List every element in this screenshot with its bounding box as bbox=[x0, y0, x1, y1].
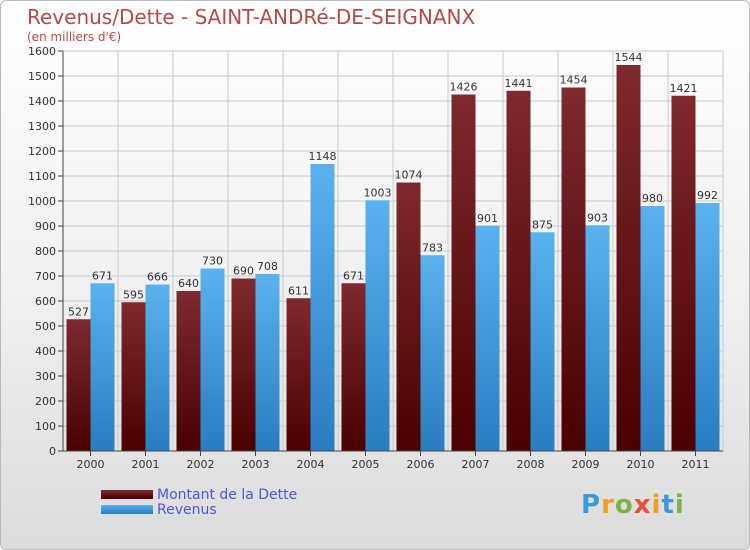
legend-swatch-revenus bbox=[101, 505, 153, 514]
bar-revenus bbox=[255, 274, 280, 451]
legend-item-dette: Montant de la Dette bbox=[101, 486, 298, 503]
y-tick-label: 800 bbox=[35, 245, 56, 258]
axes: 0 100 200 300 400 500 600 700 800 900 1000 1100 1200… bbox=[28, 45, 723, 471]
data-label-revenus: 901 bbox=[477, 212, 498, 225]
y-tick-label: 1000 bbox=[28, 195, 56, 208]
bar-revenus bbox=[145, 284, 170, 451]
bar-dette bbox=[616, 65, 641, 451]
y-tick-label: 1400 bbox=[28, 95, 56, 108]
data-label-dette: 611 bbox=[288, 284, 309, 297]
bar-dette bbox=[506, 90, 531, 451]
data-label-dette: 1544 bbox=[615, 51, 643, 64]
data-label-revenus: 666 bbox=[147, 271, 168, 284]
y-tick-label: 600 bbox=[35, 295, 56, 308]
bar-revenus bbox=[420, 255, 445, 451]
logo-letter: i bbox=[674, 490, 685, 520]
data-label-dette: 1426 bbox=[450, 81, 478, 94]
y-tick-label: 1200 bbox=[28, 145, 56, 158]
x-tick-label: 2000 bbox=[77, 458, 105, 471]
x-tick-label: 2009 bbox=[572, 458, 600, 471]
data-label-revenus: 1003 bbox=[364, 186, 392, 199]
y-tick-label: 500 bbox=[35, 320, 56, 333]
data-label-dette: 671 bbox=[343, 269, 364, 282]
y-tick-label: 1300 bbox=[28, 120, 56, 133]
proxiti-logo: Proxiti bbox=[581, 490, 685, 520]
bar-dette bbox=[231, 278, 256, 451]
data-label-revenus: 783 bbox=[422, 241, 443, 254]
bar-revenus bbox=[530, 232, 555, 451]
x-tick-label: 2003 bbox=[242, 458, 270, 471]
data-label-revenus: 730 bbox=[202, 255, 223, 268]
data-label-revenus: 992 bbox=[697, 189, 718, 202]
bar-dette bbox=[561, 87, 586, 451]
x-tick-label: 2004 bbox=[297, 458, 325, 471]
y-tick-label: 300 bbox=[35, 370, 56, 383]
bar-dette bbox=[396, 182, 421, 451]
bar-dette bbox=[286, 298, 311, 451]
legend-item-revenus: Revenus bbox=[101, 501, 297, 518]
bar-dette bbox=[66, 319, 91, 451]
bar-revenus bbox=[585, 225, 610, 451]
bar-dette bbox=[341, 283, 366, 451]
x-tick-label: 2008 bbox=[517, 458, 545, 471]
x-tick-label: 2002 bbox=[187, 458, 215, 471]
data-label-dette: 527 bbox=[68, 305, 89, 318]
bar-revenus bbox=[200, 268, 225, 451]
chart-subtitle: (en milliers d'€) bbox=[27, 30, 122, 44]
bar-revenus bbox=[475, 225, 500, 451]
logo-letter: o bbox=[614, 490, 634, 520]
y-tick-label: 900 bbox=[35, 220, 56, 233]
y-tick-label: 100 bbox=[35, 420, 56, 433]
data-label-revenus: 708 bbox=[257, 260, 278, 273]
logo-letter: t bbox=[661, 490, 675, 520]
x-tick-label: 2006 bbox=[407, 458, 435, 471]
bar-revenus bbox=[90, 283, 115, 451]
logo-letter: r bbox=[601, 490, 615, 520]
x-tick-label: 2011 bbox=[682, 458, 710, 471]
data-label-dette: 1454 bbox=[560, 74, 588, 87]
legend-label-revenus: Revenus bbox=[157, 501, 217, 518]
x-tick-label: 2010 bbox=[627, 458, 655, 471]
data-label-revenus: 980 bbox=[642, 192, 663, 205]
data-label-revenus: 875 bbox=[532, 218, 553, 231]
y-tick-label: 1600 bbox=[28, 45, 56, 58]
data-label-dette: 595 bbox=[123, 288, 144, 301]
data-label-dette: 1441 bbox=[505, 77, 533, 90]
data-label-dette: 1421 bbox=[670, 82, 698, 95]
logo-letter: i bbox=[651, 490, 662, 520]
x-tick-label: 2007 bbox=[462, 458, 490, 471]
data-label-dette: 690 bbox=[233, 265, 254, 278]
bar-revenus bbox=[695, 203, 720, 451]
legend-swatch-dette bbox=[101, 490, 153, 499]
x-tick-label: 2001 bbox=[132, 458, 160, 471]
bar-dette bbox=[121, 302, 146, 451]
data-label-revenus: 671 bbox=[92, 269, 113, 282]
y-tick-label: 0 bbox=[49, 445, 56, 458]
legend: Montant de la Dette Revenus bbox=[101, 486, 298, 518]
logo-letter: P bbox=[581, 490, 602, 520]
bar-revenus bbox=[640, 206, 665, 451]
data-label-revenus: 1148 bbox=[309, 150, 337, 163]
y-tick-label: 1100 bbox=[28, 170, 56, 183]
data-label-dette: 1074 bbox=[395, 169, 423, 182]
y-tick-label: 1500 bbox=[28, 70, 56, 83]
x-tick-label: 2005 bbox=[352, 458, 380, 471]
bar-dette bbox=[176, 291, 201, 451]
data-label-dette: 640 bbox=[178, 277, 199, 290]
y-tick-label: 200 bbox=[35, 395, 56, 408]
y-tick-label: 700 bbox=[35, 270, 56, 283]
bar-dette bbox=[451, 94, 476, 451]
bar-revenus bbox=[310, 164, 335, 451]
bar-revenus bbox=[365, 200, 390, 451]
legend-label-dette: Montant de la Dette bbox=[157, 486, 298, 503]
logo-letter: x bbox=[633, 490, 652, 520]
chart-title: Revenus/Dette - SAINT-ANDRé-DE-SEIGNANX bbox=[27, 5, 476, 29]
bar-dette bbox=[671, 95, 696, 451]
data-label-revenus: 903 bbox=[587, 211, 608, 224]
y-tick-label: 400 bbox=[35, 345, 56, 358]
